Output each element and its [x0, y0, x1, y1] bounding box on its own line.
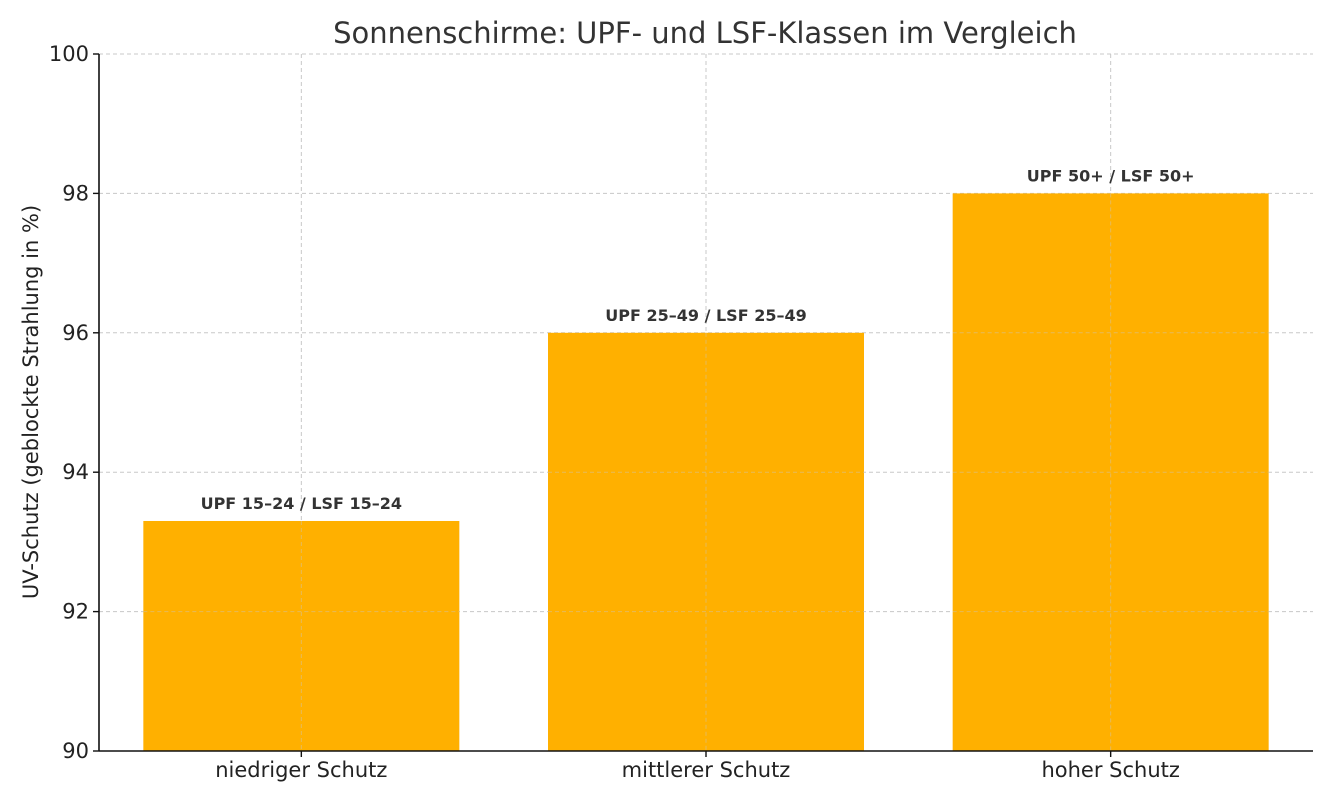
bar — [952, 193, 1269, 751]
bar — [143, 520, 460, 751]
y-tick-label: 100 — [49, 42, 89, 66]
bar-data-label: UPF 50+ / LSF 50+ — [1027, 166, 1195, 185]
x-tick-label: hoher Schutz — [1041, 758, 1179, 782]
y-tick-label: 92 — [62, 600, 89, 624]
y-tick-label: 94 — [62, 460, 89, 484]
y-axis-label: UV-Schutz (geblockte Strahlung in %) — [19, 205, 43, 599]
bar-data-label: UPF 15–24 / LSF 15–24 — [201, 494, 402, 513]
chart-title: Sonnenschirme: UPF- und LSF-Klassen im V… — [333, 16, 1077, 50]
bar — [548, 332, 864, 751]
y-tick-label: 96 — [62, 321, 89, 345]
data-labels: UPF 15–24 / LSF 15–24 UPF 25–49 / LSF 25–… — [201, 166, 1195, 513]
x-tick-label: niedriger Schutz — [215, 758, 387, 782]
x-tick-label: mittlerer Schutz — [622, 758, 791, 782]
bar-data-label: UPF 25–49 / LSF 25–49 — [605, 306, 806, 325]
y-tick-label: 90 — [62, 739, 89, 763]
bars — [143, 193, 1269, 751]
y-tick-label: 98 — [62, 181, 89, 205]
ticks: 90 92 94 96 98 100 niedriger Schutz mittlerer S… — [49, 42, 1180, 782]
